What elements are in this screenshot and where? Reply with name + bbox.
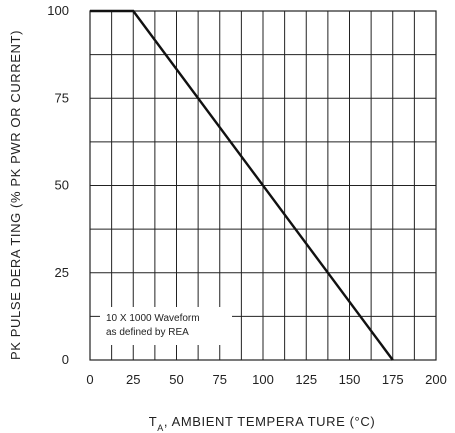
x-tick-label: 75 bbox=[213, 372, 227, 387]
series-group bbox=[89, 9, 394, 361]
x-tick-label: 150 bbox=[339, 372, 361, 387]
x-tick-label: 200 bbox=[425, 372, 447, 387]
plot-frame bbox=[89, 10, 437, 361]
x-tick-label: 25 bbox=[126, 372, 140, 387]
annotation-box bbox=[100, 307, 232, 345]
x-axis-label: TA, AMBIENT TEMPERA TURE (°C) bbox=[149, 414, 376, 433]
x-tick-labels: 0 25 50 75 100 125 150 175 200 bbox=[86, 372, 446, 387]
y-tick-labels: 0 25 50 75 100 bbox=[47, 3, 69, 367]
x-axis-label-rest: , AMBIENT TEMPERA TURE (°C) bbox=[164, 414, 375, 429]
y-tick-label: 25 bbox=[55, 265, 69, 280]
annotation-line-1: 10 X 1000 Waveform bbox=[106, 313, 200, 324]
x-axis-label-main: T bbox=[149, 414, 158, 429]
x-tick-label: 175 bbox=[382, 372, 404, 387]
x-tick-label: 50 bbox=[169, 372, 183, 387]
y-tick-label: 100 bbox=[47, 3, 69, 18]
annotation-line-2: as defined by REA bbox=[106, 327, 189, 338]
x-tick-label: 0 bbox=[86, 372, 93, 387]
y-axis-label: PK PULSE DERA TING (% PK PWR OR CURRENT) bbox=[8, 30, 23, 360]
x-tick-label: 100 bbox=[252, 372, 274, 387]
x-axis-label-sub: A bbox=[157, 423, 164, 433]
x-tick-label: 125 bbox=[295, 372, 317, 387]
plot-border bbox=[89, 10, 437, 361]
y-tick-label: 75 bbox=[55, 90, 69, 105]
y-tick-label: 0 bbox=[62, 352, 69, 367]
y-tick-label: 50 bbox=[55, 178, 69, 193]
